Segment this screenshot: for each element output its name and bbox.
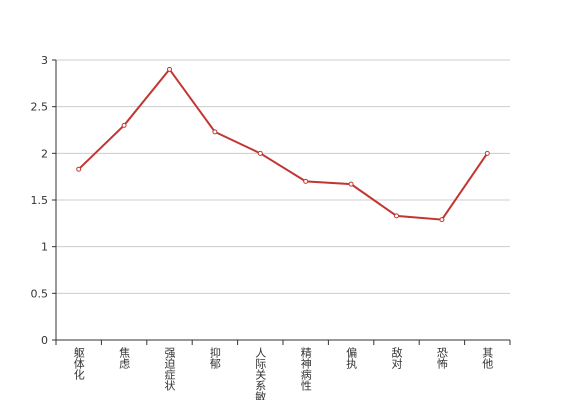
- point: [303, 178, 309, 184]
- point: [76, 166, 82, 172]
- x-tick-label: 强迫症状: [163, 347, 176, 391]
- point: [212, 129, 218, 135]
- point: [167, 66, 172, 72]
- x-tick-label: 恐怖: [435, 347, 448, 369]
- y-tick-label: 0.5: [31, 287, 49, 300]
- line: [78, 67, 489, 221]
- x-tick-label: 精神病性: [299, 347, 312, 392]
- y-tick-label: 2.5: [31, 101, 49, 114]
- point: [121, 122, 127, 128]
- x-tick-label: 人际关系敏感: [254, 347, 267, 400]
- x-tick-label: 躯体化: [72, 347, 85, 381]
- point: [257, 150, 263, 156]
- y-tick-label: 0: [41, 334, 48, 347]
- point: [484, 150, 490, 156]
- point: [348, 181, 354, 187]
- y-tick-label: 2: [41, 147, 48, 160]
- point: [439, 217, 445, 223]
- x-tick-label: 敌对: [390, 346, 403, 369]
- y-tick-label: 3: [41, 54, 48, 67]
- x-tick-label: 抑郁: [208, 346, 221, 369]
- point: [394, 213, 399, 219]
- x-tick-label: 偏执: [345, 346, 358, 370]
- y-tick-label: 1.5: [31, 194, 49, 207]
- x-tick-label: 其他: [481, 347, 494, 369]
- x-tick-label: 焦虑: [118, 347, 131, 369]
- y-tick-label: 1: [41, 241, 48, 254]
